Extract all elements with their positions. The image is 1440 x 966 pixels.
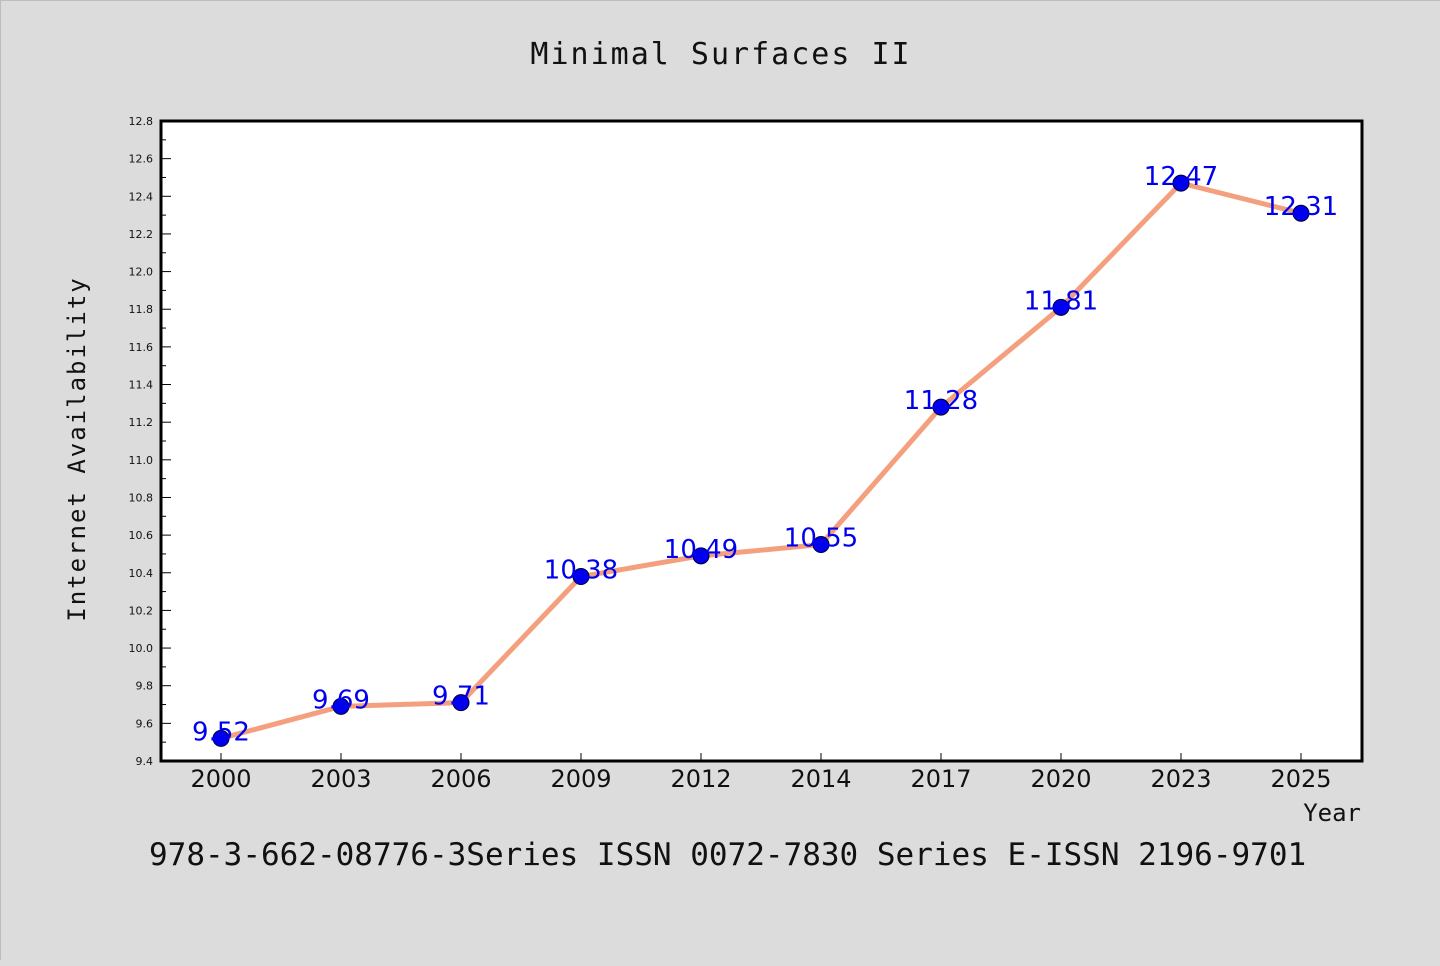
data-label: 11.28 — [904, 386, 978, 416]
y-tick-label: 12.0 — [129, 266, 154, 279]
y-tick-label: 9.8 — [136, 680, 154, 693]
y-tick-label: 11.6 — [129, 341, 154, 354]
data-point — [812, 536, 830, 554]
x-tick-label: 2009 — [550, 765, 611, 793]
y-axis-label: Internet Availability — [63, 276, 91, 621]
y-tick-label: 10.6 — [129, 529, 154, 542]
isbn-caption: 978-3-662-08776-3Series ISSN 0072-7830 S… — [149, 837, 1306, 873]
data-label: 12.47 — [1144, 162, 1218, 192]
data-label: 11.81 — [1024, 286, 1098, 316]
data-label: 10.38 — [544, 556, 618, 586]
x-tick-label: 2000 — [190, 765, 251, 793]
data-label-group: 9.52 9.69 9.71 10.38 10.49 10.55 11.28 11.81 12.… — [192, 162, 1338, 747]
data-label: 9.52 — [192, 717, 250, 747]
x-tick-label: 2012 — [670, 765, 731, 793]
plot-area — [159, 119, 1364, 763]
x-axis: 2000 2003 2006 2009 2012 2014 2017 2020 2023 2025 — [190, 753, 1332, 793]
x-tick-label: 2025 — [1270, 765, 1331, 793]
data-label: 9.71 — [432, 682, 490, 712]
data-point — [452, 694, 470, 712]
x-axis-label: Year — [1303, 799, 1361, 827]
data-point — [932, 398, 950, 416]
data-label: 12.31 — [1264, 192, 1338, 222]
y-tick-label: 12.8 — [129, 115, 154, 128]
y-tick-label: 9.4 — [136, 755, 154, 768]
chart-title: Minimal Surfaces II — [530, 37, 911, 72]
y-tick-label: 9.6 — [136, 717, 154, 730]
data-label: 10.49 — [664, 535, 738, 565]
y-tick-label: 11.4 — [129, 379, 154, 392]
data-point — [332, 697, 350, 715]
y-axis: 9.4 9.6 9.8 10.0 10.2 10.4 10.6 10.8 11.0 11.2 11.… — [129, 115, 171, 768]
y-tick-label: 12.6 — [129, 153, 154, 166]
x-tick-label: 2017 — [910, 765, 971, 793]
y-tick-label: 12.2 — [129, 228, 154, 241]
data-label: 9.69 — [312, 685, 370, 715]
x-tick-label: 2020 — [1030, 765, 1091, 793]
x-tick-label: 2023 — [1150, 765, 1211, 793]
data-point — [1172, 174, 1190, 192]
y-tick-label: 12.4 — [129, 190, 154, 203]
x-tick-label: 2006 — [430, 765, 491, 793]
data-point — [212, 729, 230, 747]
y-tick-label: 11.2 — [129, 416, 154, 429]
y-tick-label: 10.4 — [129, 567, 154, 580]
y-tick-label: 10.8 — [129, 491, 154, 504]
data-point — [572, 568, 590, 586]
y-tick-label: 11.8 — [129, 303, 154, 316]
x-tick-label: 2003 — [310, 765, 371, 793]
data-point — [1292, 204, 1310, 222]
y-tick-label: 11.0 — [129, 454, 154, 467]
data-point — [1052, 298, 1070, 316]
data-label: 10.55 — [784, 524, 858, 554]
series-line-group — [212, 174, 1310, 747]
y-tick-label: 10.0 — [129, 642, 154, 655]
x-tick-label: 2014 — [790, 765, 851, 793]
data-point — [692, 547, 710, 565]
series-line — [218, 180, 1304, 741]
y-tick-label: 10.2 — [129, 604, 154, 617]
